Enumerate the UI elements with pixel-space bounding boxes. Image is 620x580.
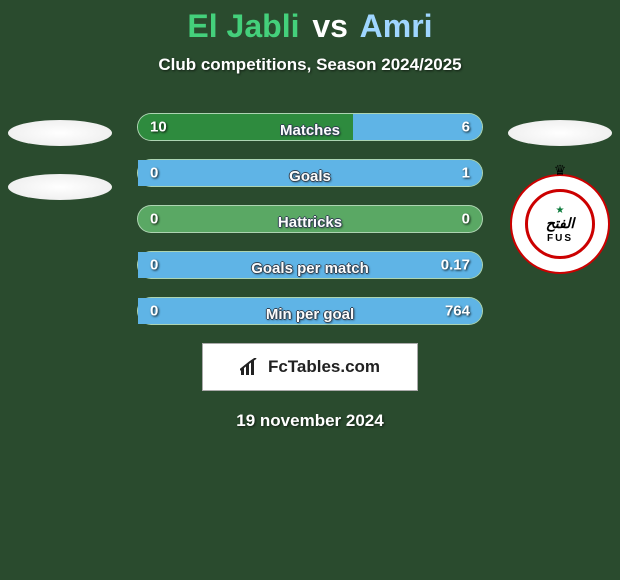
stat-label: Min per goal xyxy=(266,306,354,323)
stat-bar: 0 0.17 Goals per match xyxy=(137,251,483,279)
club-script: الفتح xyxy=(546,216,575,233)
brand-text: FcTables.com xyxy=(268,357,380,377)
stat-value-left: 0 xyxy=(150,211,158,228)
stat-label: Hattricks xyxy=(278,214,342,231)
comparison-subtitle: Club competitions, Season 2024/2025 xyxy=(0,55,620,75)
comparison-title: El Jabli vs Amri xyxy=(0,0,620,45)
brand-box[interactable]: FcTables.com xyxy=(202,343,418,391)
right-badge-column: ♛ ★ الفتح FUS xyxy=(500,120,620,274)
stat-value-left: 0 xyxy=(150,165,158,182)
stat-value-right: 1 xyxy=(462,165,470,182)
stat-value-right: 764 xyxy=(445,303,470,320)
placeholder-ellipse xyxy=(508,120,612,146)
stat-bar: 0 0 Hattricks xyxy=(137,205,483,233)
stat-value-left: 0 xyxy=(150,257,158,274)
stat-value-right: 6 xyxy=(462,119,470,136)
club-code: FUS xyxy=(547,233,573,244)
stat-value-left: 0 xyxy=(150,303,158,320)
stat-label: Goals xyxy=(289,168,331,185)
footer-date: 19 november 2024 xyxy=(0,411,620,431)
stat-value-right: 0 xyxy=(462,211,470,228)
versus-label: vs xyxy=(312,8,348,44)
player-1-name: El Jabli xyxy=(187,8,299,44)
placeholder-ellipse xyxy=(8,120,112,146)
stat-bars-container: 10 6 Matches 0 1 Goals 0 0 Hattricks 0 0.17 Goals p… xyxy=(137,113,483,325)
stat-label: Matches xyxy=(280,122,340,139)
placeholder-ellipse xyxy=(8,174,112,200)
stat-value-right: 0.17 xyxy=(441,257,470,274)
club-badge-inner: ★ الفتح FUS xyxy=(525,189,595,259)
stat-label: Goals per match xyxy=(251,260,369,277)
stat-value-left: 10 xyxy=(150,119,167,136)
crown-icon: ♛ xyxy=(554,162,567,179)
stat-bar: 10 6 Matches xyxy=(137,113,483,141)
stat-bar: 0 1 Goals xyxy=(137,159,483,187)
bars-chart-icon xyxy=(240,358,262,376)
left-badge-column xyxy=(0,120,120,228)
club-badge-fus: ♛ ★ الفتح FUS xyxy=(510,174,610,274)
stat-bar: 0 764 Min per goal xyxy=(137,297,483,325)
star-icon: ★ xyxy=(556,205,565,216)
player-2-name: Amri xyxy=(360,8,433,44)
